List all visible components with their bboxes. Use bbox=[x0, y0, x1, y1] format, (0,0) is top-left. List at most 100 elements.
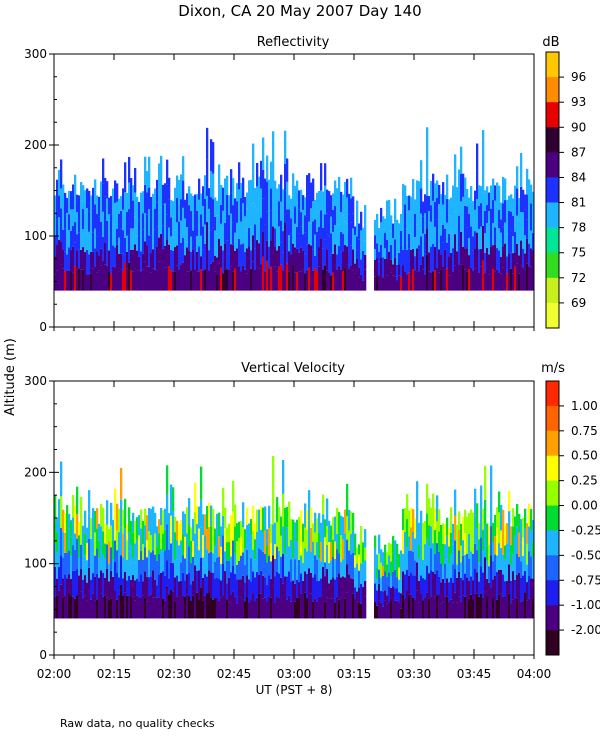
heatmap-cell bbox=[406, 494, 409, 520]
heatmap-cell bbox=[284, 507, 287, 534]
heatmap-cell bbox=[112, 188, 115, 209]
heatmap-cell bbox=[500, 569, 503, 594]
heatmap-cell bbox=[284, 190, 287, 223]
heatmap-cell bbox=[304, 197, 307, 216]
heatmap-cell bbox=[346, 516, 349, 540]
heatmap-cell bbox=[226, 175, 229, 195]
heatmap-cell bbox=[280, 201, 283, 221]
heatmap-cell bbox=[378, 569, 381, 584]
heatmap-cell bbox=[214, 528, 217, 546]
heatmap-cell bbox=[174, 577, 177, 602]
heatmap-cell bbox=[226, 269, 229, 291]
heatmap-cell bbox=[116, 201, 119, 229]
colorbar-swatch bbox=[546, 127, 559, 153]
heatmap-cell bbox=[396, 543, 399, 559]
heatmap-cell bbox=[494, 575, 497, 595]
heatmap-cell bbox=[438, 531, 441, 552]
heatmap-cell bbox=[78, 268, 81, 291]
heatmap-cell bbox=[142, 559, 145, 582]
heatmap-cell bbox=[252, 505, 255, 531]
heatmap-cell bbox=[90, 599, 93, 619]
heatmap-cell bbox=[238, 596, 241, 619]
heatmap-cell bbox=[362, 250, 365, 262]
heatmap-cell bbox=[498, 569, 501, 595]
heatmap-cell bbox=[82, 228, 85, 248]
heatmap-cell bbox=[208, 230, 211, 251]
heatmap-cell bbox=[150, 508, 153, 536]
heatmap-cell bbox=[224, 507, 227, 529]
heatmap-cell bbox=[134, 543, 137, 563]
heatmap-cell bbox=[468, 558, 471, 581]
heatmap-cell bbox=[498, 491, 501, 513]
heatmap-cell bbox=[70, 271, 73, 291]
colorbar-label: 90 bbox=[571, 120, 586, 134]
heatmap-cell bbox=[220, 564, 223, 581]
heatmap-cell bbox=[88, 490, 91, 514]
heatmap-cell bbox=[390, 561, 393, 577]
heatmap-cell bbox=[448, 601, 451, 619]
heatmap-cell bbox=[362, 573, 365, 587]
heatmap-cell bbox=[288, 595, 291, 619]
heatmap-cell bbox=[500, 593, 503, 619]
heatmap-cell bbox=[512, 273, 515, 291]
heatmap-cell bbox=[492, 542, 495, 562]
heatmap-cell bbox=[58, 543, 61, 568]
heatmap-cell bbox=[356, 591, 359, 602]
heatmap-cell bbox=[100, 265, 103, 291]
heatmap-cell bbox=[530, 203, 533, 231]
heatmap-cell bbox=[282, 460, 285, 494]
heatmap-cell bbox=[144, 571, 147, 598]
heatmap-cell bbox=[522, 537, 525, 557]
heatmap-cell bbox=[384, 248, 387, 259]
heatmap-cell bbox=[476, 550, 479, 573]
heatmap-cell bbox=[358, 544, 361, 555]
heatmap-cell bbox=[256, 162, 259, 187]
heatmap-cell bbox=[532, 557, 535, 579]
heatmap-cell bbox=[152, 506, 155, 529]
heatmap-cell bbox=[108, 529, 111, 542]
heatmap-cell bbox=[334, 244, 337, 266]
heatmap-cell bbox=[272, 585, 275, 619]
heatmap-cell bbox=[422, 201, 425, 217]
heatmap-cell bbox=[388, 586, 391, 603]
heatmap-cell bbox=[110, 273, 113, 291]
heatmap-cell bbox=[126, 268, 129, 291]
heatmap-cell bbox=[110, 570, 113, 599]
heatmap-cell bbox=[374, 535, 377, 549]
heatmap-cell bbox=[84, 533, 87, 556]
heatmap-cell bbox=[474, 568, 477, 595]
heatmap-cell bbox=[532, 232, 535, 251]
heatmap-cell bbox=[92, 573, 95, 594]
heatmap-cell bbox=[436, 244, 439, 268]
heatmap-cell bbox=[110, 502, 113, 526]
heatmap-cell bbox=[140, 192, 143, 210]
heatmap-cell bbox=[526, 600, 529, 619]
heatmap-cell bbox=[530, 509, 533, 531]
heatmap-cell bbox=[448, 199, 451, 216]
heatmap-cell bbox=[384, 600, 387, 619]
heatmap-cell bbox=[354, 226, 357, 236]
y-axis-label: Altitude (m) bbox=[3, 338, 18, 416]
heatmap-cell bbox=[406, 546, 409, 570]
heatmap-cell bbox=[72, 272, 75, 291]
y-tick-label: 100 bbox=[24, 557, 47, 571]
heatmap-cell bbox=[464, 269, 467, 291]
heatmap-cell bbox=[310, 223, 313, 246]
heatmap-cell bbox=[266, 601, 269, 619]
heatmap-cell bbox=[264, 506, 267, 531]
heatmap-cell bbox=[252, 261, 255, 291]
heatmap-cell bbox=[54, 256, 57, 275]
heatmap-cell bbox=[156, 526, 159, 547]
heatmap-cell bbox=[478, 185, 481, 206]
heatmap-cell bbox=[196, 547, 199, 571]
heatmap-cell bbox=[530, 599, 533, 619]
heatmap-cell bbox=[392, 586, 395, 603]
heatmap-cell bbox=[194, 533, 197, 566]
heatmap-cell bbox=[408, 510, 411, 537]
heatmap-cell bbox=[208, 553, 211, 571]
heatmap-cell bbox=[252, 571, 255, 594]
heatmap-cell bbox=[512, 198, 515, 216]
heatmap-cell bbox=[96, 508, 99, 529]
heatmap-cell bbox=[314, 268, 317, 291]
